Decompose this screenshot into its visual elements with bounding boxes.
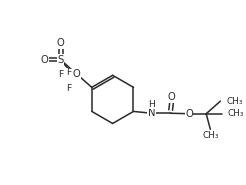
Text: O: O	[168, 92, 176, 102]
Text: CH₃: CH₃	[228, 109, 245, 118]
Text: F: F	[66, 68, 72, 77]
Text: O: O	[57, 38, 64, 48]
Text: F: F	[66, 84, 71, 93]
Text: N: N	[148, 108, 155, 118]
Text: H: H	[148, 100, 155, 109]
Text: F: F	[58, 70, 63, 79]
Text: CH₃: CH₃	[226, 97, 243, 106]
Text: CH₃: CH₃	[202, 131, 219, 139]
Text: O: O	[72, 69, 80, 79]
Text: O: O	[185, 109, 193, 119]
Text: S: S	[58, 55, 64, 65]
Text: O: O	[40, 55, 48, 65]
